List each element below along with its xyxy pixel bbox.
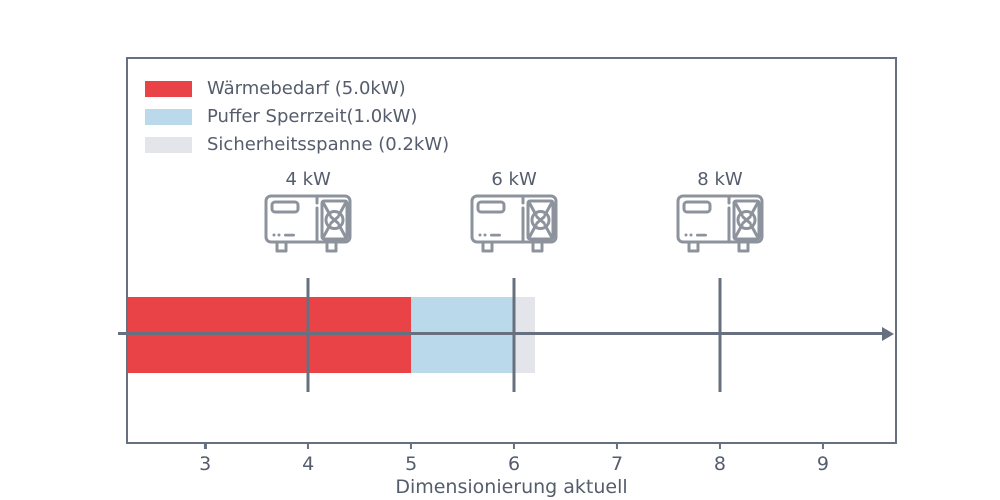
heat-pump-size-label: 8 kW — [697, 169, 743, 190]
tick-label: 3 — [199, 453, 212, 475]
tick-label: 4 — [302, 453, 315, 475]
legend-label: Puffer Sperrzeit(1.0kW) — [207, 106, 418, 127]
legend-swatch — [145, 137, 192, 153]
tick-label: 6 — [508, 453, 521, 475]
marker-line — [718, 278, 722, 392]
x-axis-tick: 8 — [714, 442, 726, 475]
x-axis-tick: 3 — [199, 442, 211, 475]
heat-pump-size-label: 6 kW — [491, 169, 537, 190]
marker-line — [512, 278, 516, 392]
tick-mark — [821, 442, 825, 449]
bar-segment-puffer-sperrzeit — [411, 297, 515, 373]
marker-line — [306, 278, 310, 392]
legend-item: Puffer Sperrzeit(1.0kW) — [145, 106, 449, 127]
tick-label: 7 — [610, 453, 624, 475]
x-axis-tick: 6 — [508, 442, 520, 475]
legend-swatch — [145, 109, 192, 125]
legend-item: Wärmebedarf (5.0kW) — [145, 78, 449, 99]
bar-segment-sicherheitsspanne — [514, 297, 535, 373]
legend-label: Wärmebedarf (5.0kW) — [207, 78, 406, 99]
heat-pump-icon — [263, 194, 353, 258]
tick-label: 8 — [713, 453, 727, 475]
tick-mark — [718, 442, 722, 449]
tick-mark — [409, 442, 413, 449]
legend: Wärmebedarf (5.0kW) Puffer Sperrzeit(1.0… — [145, 78, 450, 155]
heat-pump-size-label: 4 kW — [285, 169, 331, 190]
x-axis-tick: 5 — [405, 442, 417, 475]
tick-mark — [306, 442, 310, 449]
tick-label: 5 — [405, 453, 418, 475]
legend-swatch — [145, 81, 192, 97]
axis-arrow-head-icon — [882, 327, 894, 341]
bar-segment-waermebedarf — [128, 297, 412, 373]
x-axis-tick: 4 — [302, 442, 314, 475]
legend-item: Sicherheitsspanne (0.2kW) — [145, 134, 450, 155]
tick-mark — [203, 442, 207, 449]
stacked-bar — [128, 297, 895, 373]
tick-mark — [615, 442, 619, 449]
axis-arrow-line — [118, 332, 887, 335]
x-axis-tick: 9 — [817, 442, 829, 475]
legend-label: Sicherheitsspanne (0.2kW) — [207, 134, 450, 155]
heat-pump-icon — [675, 194, 765, 258]
x-axis-label: Dimensionierung aktuell — [395, 476, 628, 498]
plot-area: Wärmebedarf (5.0kW) Puffer Sperrzeit(1.0… — [118, 57, 897, 475]
tick-label: 9 — [816, 453, 829, 475]
tick-mark — [512, 442, 516, 449]
x-axis-tick: 7 — [611, 442, 623, 475]
heat-pump-icon — [469, 194, 559, 258]
